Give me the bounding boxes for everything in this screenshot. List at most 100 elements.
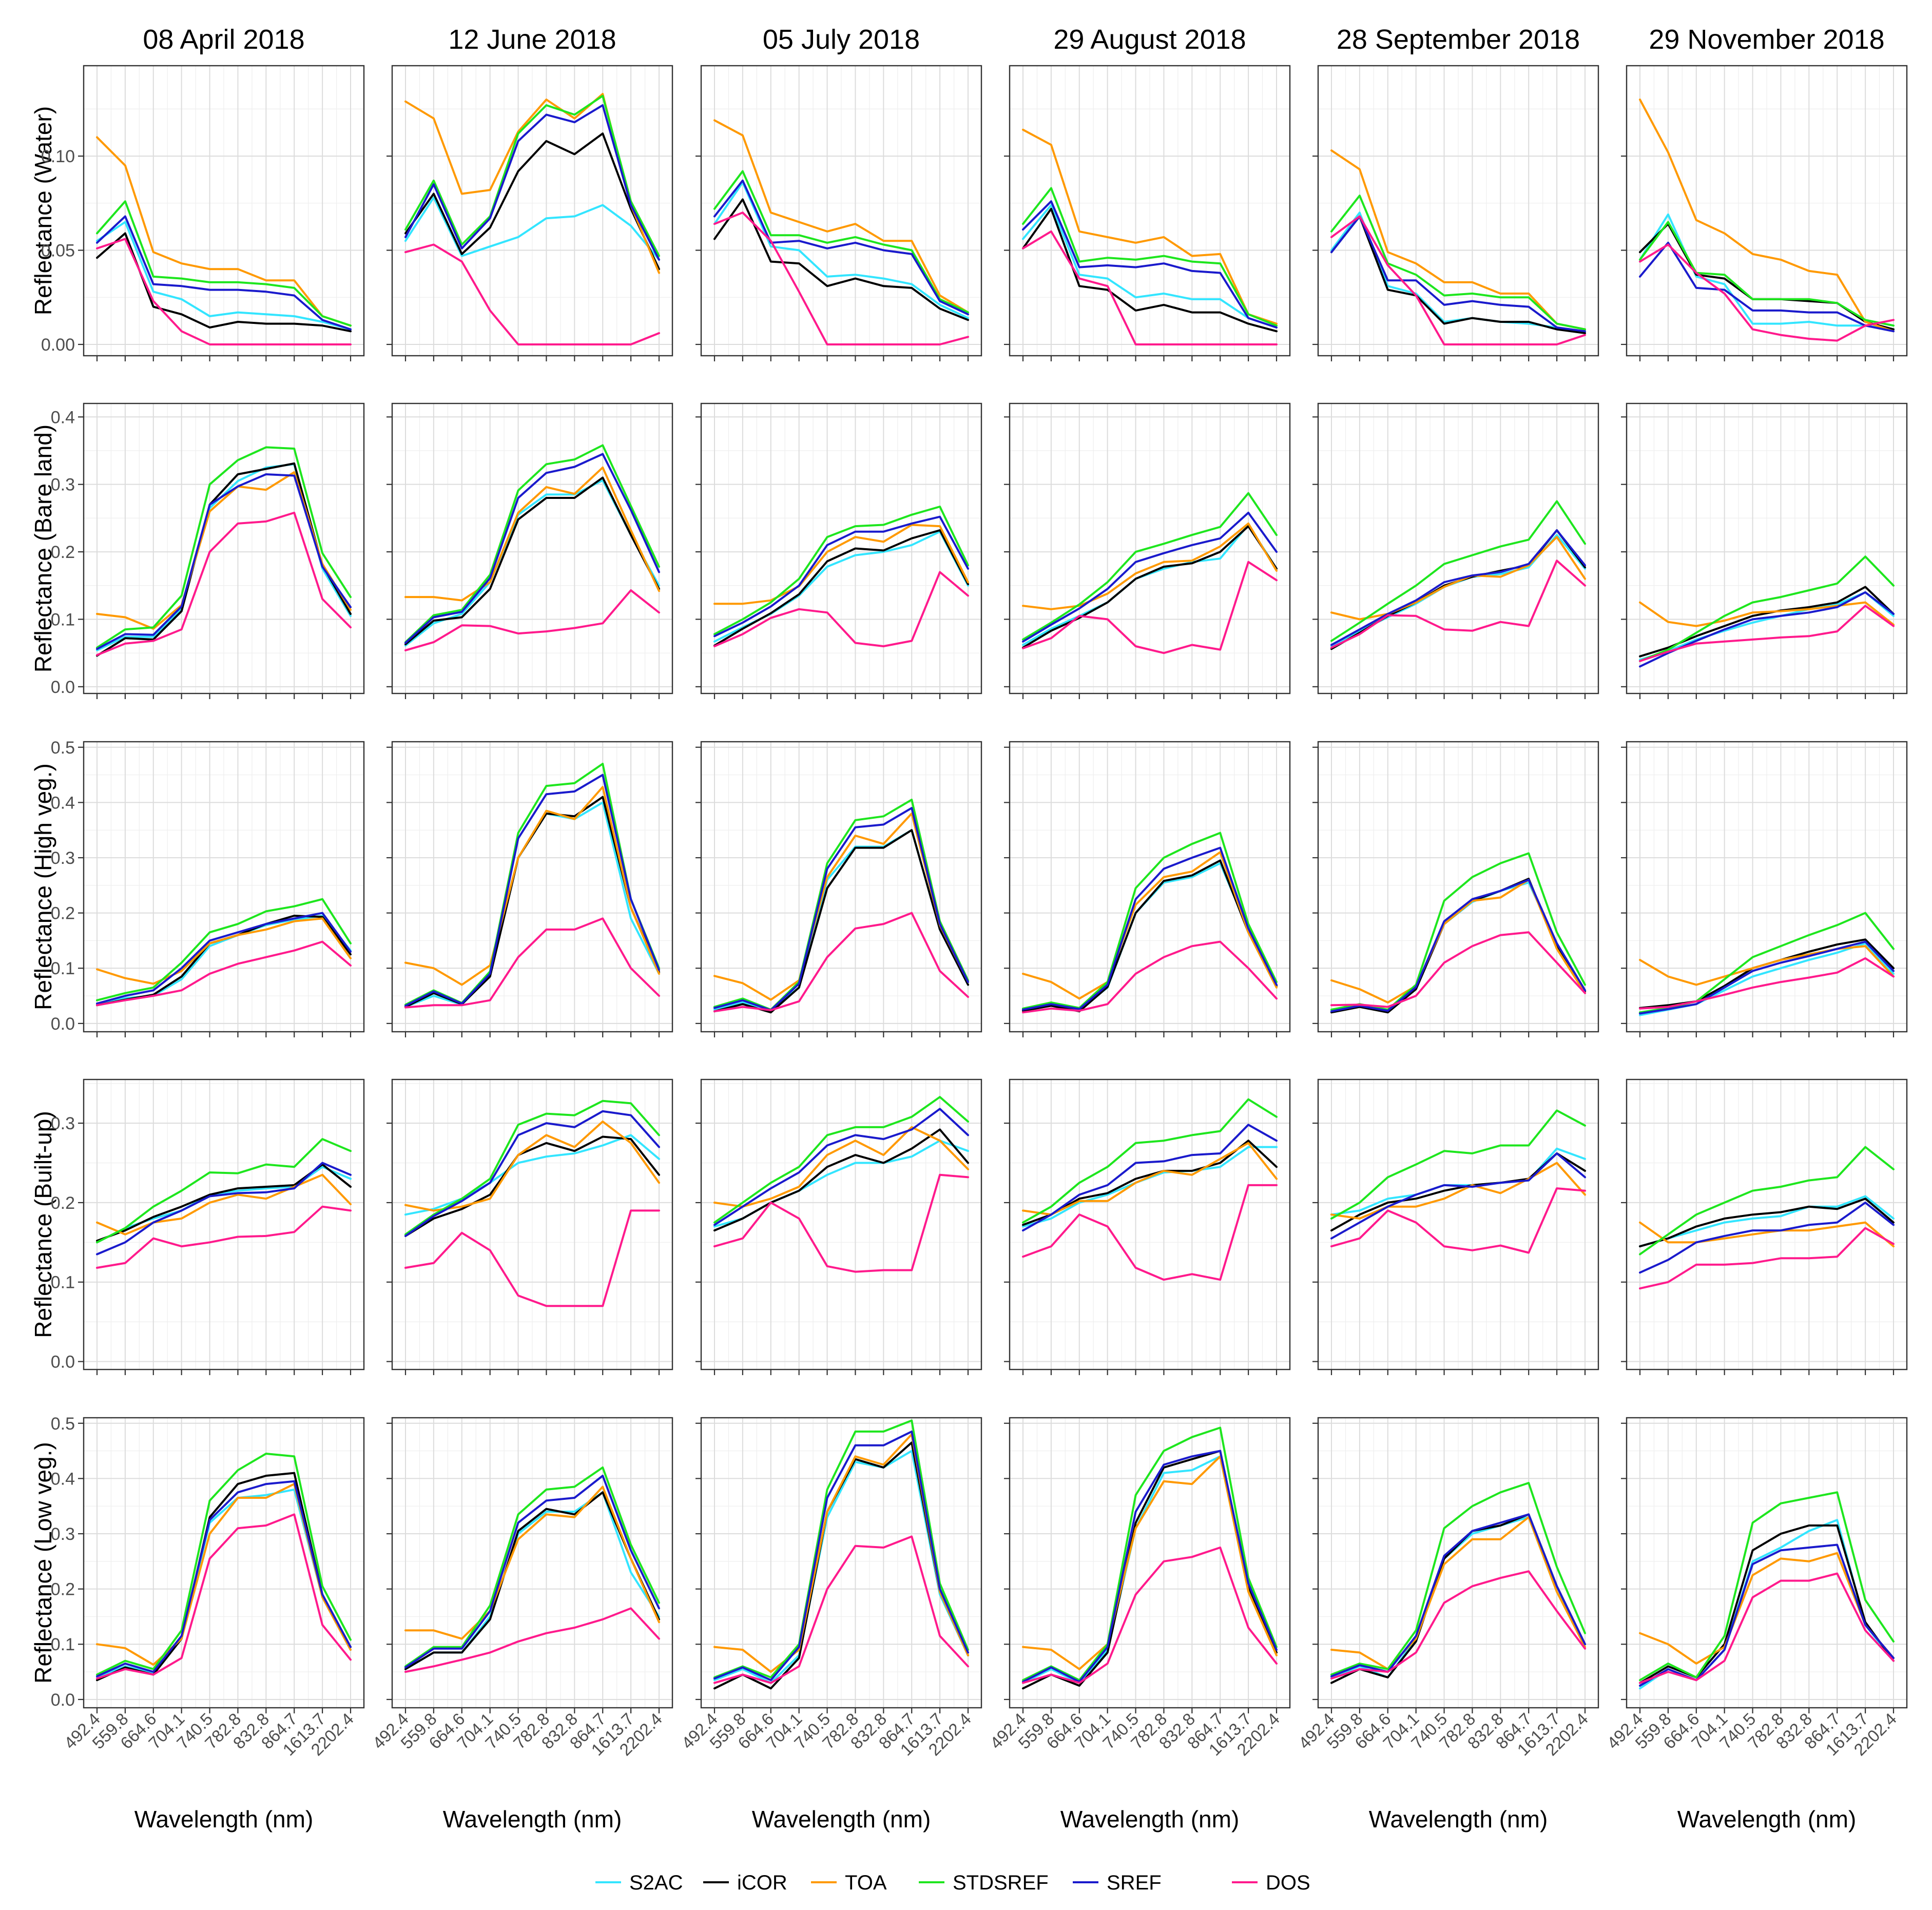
series-line-sref [1022,511,1278,643]
series-line-toa [1639,601,1895,627]
panel-border [391,741,673,1033]
legend-label: iCOR [737,1872,787,1894]
series-line-dos [1639,605,1895,662]
panel-border [1009,65,1291,357]
panel-border [1009,1078,1291,1371]
legend-item-toa: TOA [811,1872,887,1894]
x-axis-title: Wavelength (nm) [752,1806,931,1832]
y-tick-label: 0.2 [51,1193,75,1213]
x-axis-title: Wavelength (nm) [134,1806,314,1832]
panel-reflectance-low-veg-12-june-2018: 492.4559.8664.6704.1740.5782.8832.8864.7… [369,1417,673,1759]
panel-reflectance-high-veg-05-july-2018 [695,741,982,1037]
series-line-icor [713,1128,969,1232]
panel-border [1317,65,1599,357]
series-line-sref [1330,879,1586,1013]
x-axis-title: Wavelength (nm) [1677,1806,1857,1832]
series-line-s2ac [96,221,352,331]
series-line-stdsref [1639,1491,1895,1682]
series-line-stdsref [96,1453,352,1676]
series-line-sref [404,453,660,644]
series-line-stdsref [713,506,969,635]
series-line-icor [1330,215,1586,334]
panels: 0.000.050.100.00.10.20.30.40.00.10.20.30… [41,65,1908,1759]
series-line-dos [1330,1570,1586,1680]
y-tick-label: 0.5 [51,738,75,758]
series-line-toa [713,119,969,314]
series-line-sref [713,179,969,316]
panel-border [391,1417,673,1709]
series-line-sref [1022,200,1278,329]
y-tick-label: 0.0 [51,678,75,697]
panel-reflectance-water-12-june-2018 [387,65,673,361]
series-line-s2ac [404,1134,660,1216]
series-line-icor [404,476,660,646]
series-line-sref [96,473,352,650]
panel-border [1317,1417,1599,1709]
series-line-sref [96,215,352,331]
y-tick-label: 0.0 [51,1353,75,1372]
series-line-stdsref [1022,492,1278,641]
y-tick-label: 0.1 [51,610,75,629]
series-line-toa [1022,128,1278,325]
series-line-dos [1639,957,1895,1010]
series-line-dos [1022,940,1278,1014]
y-tick-label: 0.4 [51,1469,75,1489]
series-line-dos [1022,561,1278,654]
series-line-stdsref [96,898,352,1001]
series-line-sref [1330,1513,1586,1677]
column-title-05-july-2018: 05 July 2018 [763,24,920,55]
series-line-dos [713,912,969,1013]
series-line-stdsref [404,1099,660,1236]
series-line-toa [1022,522,1278,610]
series-line-icor [1639,1198,1895,1248]
legend-label: DOS [1266,1872,1310,1894]
y-tick-label: 0.10 [41,147,75,166]
series-line-sref [713,1108,969,1226]
y-tick-label: 0.4 [51,408,75,427]
panel-reflectance-low-veg-29-november-2018: 492.4559.8664.6704.1740.5782.8832.8864.7… [1603,1417,1908,1759]
series-line-icor [1639,1524,1895,1684]
series-line-sref [96,1480,352,1677]
series-line-stdsref [1639,1146,1895,1256]
panel-border [83,65,365,357]
series-line-s2ac [713,181,969,319]
series-line-toa [1639,945,1895,986]
series-line-dos [1330,215,1586,345]
series-line-s2ac [1639,591,1895,661]
series-line-dos [1639,1227,1895,1290]
legend-item-dos: DOS [1232,1872,1310,1894]
panel-reflectance-water-29-november-2018 [1621,65,1908,361]
series-line-toa [713,524,969,605]
series-line-sref [404,104,660,261]
series-line-toa [404,786,660,986]
series-line-stdsref [1022,832,1278,1010]
y-axis-label-reflectance-bare-land: Reflectance (Bare land) [30,425,56,672]
panel-border [700,1078,982,1371]
y-tick-label: 0.3 [51,475,75,495]
series-line-toa [1330,149,1586,331]
series-line-stdsref [1330,1482,1586,1676]
panel-reflectance-bare-land-12-june-2018 [387,402,673,699]
legend-label: STDSREF [953,1872,1049,1894]
panel-reflectance-bare-land-29-august-2018 [1004,402,1291,699]
column-title-29-august-2018: 29 August 2018 [1053,24,1246,55]
panel-reflectance-low-veg-08-april-2018: 0.00.10.20.30.40.5492.4559.8664.6704.174… [51,1414,365,1759]
legend-label: S2AC [629,1872,683,1894]
panel-reflectance-built-up-28-september-2018 [1312,1078,1599,1375]
series-line-stdsref [404,444,660,644]
series-line-dos [1022,1184,1278,1281]
panel-border [1009,402,1291,694]
y-axis-label-reflectance-low-veg: Reflectance (Low veg.) [30,1442,56,1683]
series-line-icor [404,132,660,271]
panel-reflectance-high-veg-08-april-2018: 0.0 0.1 0.2 0.3 0.4 0.5 [51,738,365,1037]
series-line-stdsref [1330,195,1586,331]
series-line-stdsref [1022,1098,1278,1224]
series-line-stdsref [713,1096,969,1224]
series-line-stdsref [96,200,352,327]
panel-border [1626,65,1908,357]
series-line-toa [1639,1552,1895,1665]
y-tick-label: 0.05 [41,241,75,261]
series-line-toa [96,1173,352,1236]
y-tick-label: 0.2 [51,1580,75,1599]
series-line-toa [1330,536,1586,621]
